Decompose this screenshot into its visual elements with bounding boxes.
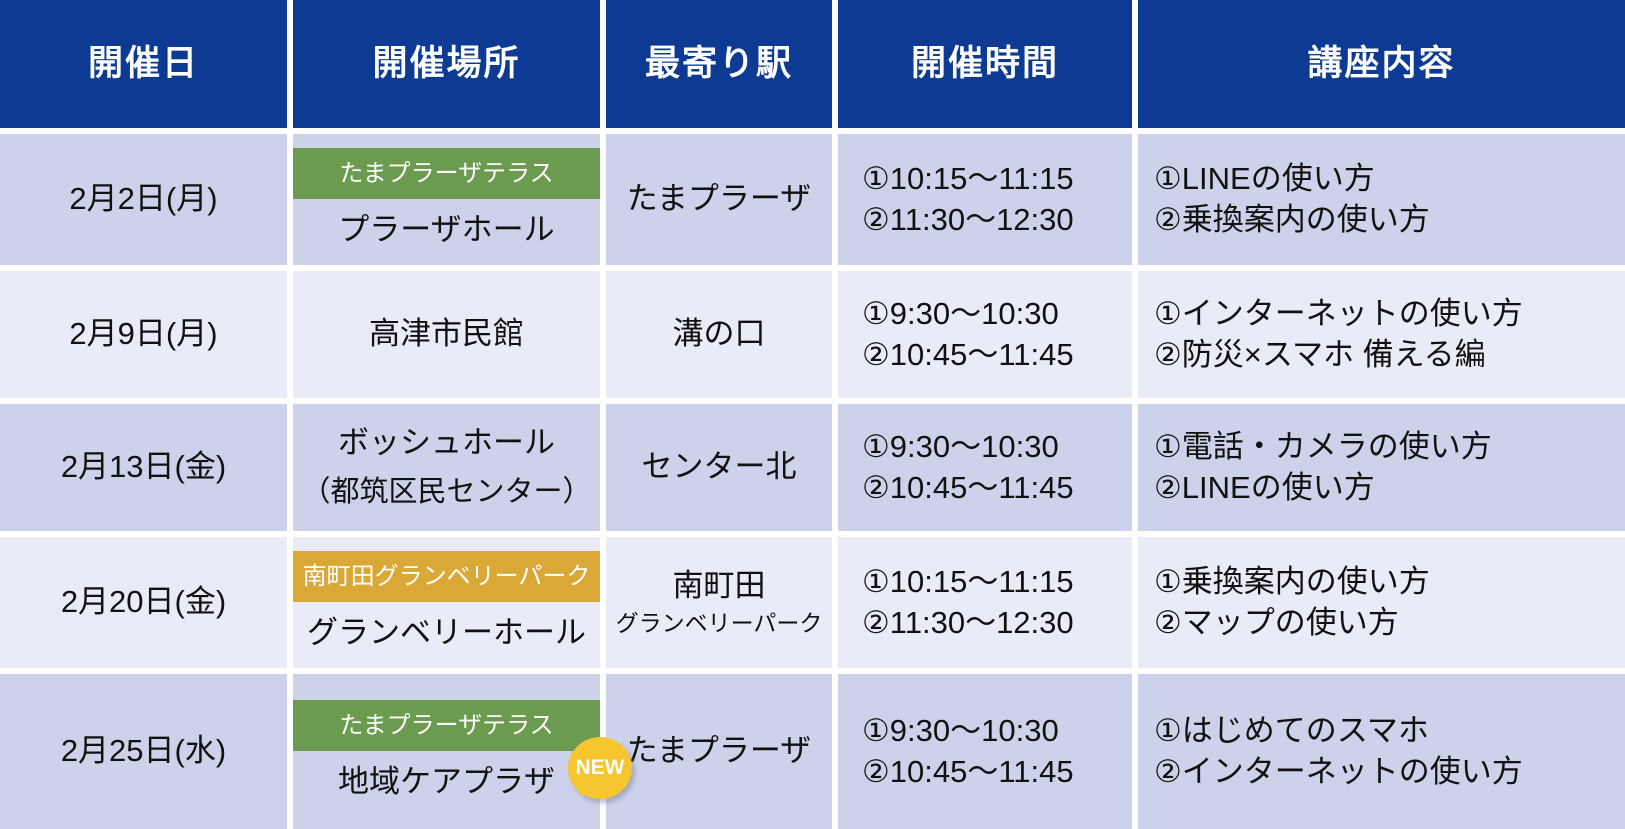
venue-cell: ボッシュホール （都筑区民センター） xyxy=(293,404,600,531)
content-cell: ①乗換案内の使い方 ②マップの使い方 xyxy=(1138,537,1625,668)
date-text: 2月25日(水) xyxy=(60,733,227,769)
date-cell: 2月9日(月) xyxy=(0,271,287,398)
venue-cell: 高津市民館 xyxy=(293,271,600,398)
time-slot-2: ②10:45～11:45 xyxy=(862,753,1074,789)
station-name: たまプラーザ xyxy=(626,181,812,217)
date-text: 2月2日(月) xyxy=(69,181,218,217)
time-slot-2: ②11:30～12:30 xyxy=(862,201,1074,237)
date-text: 2月20日(金) xyxy=(60,584,227,620)
course-topic-1: ①乗換案内の使い方 xyxy=(1154,564,1430,600)
course-topic-1: ①LINEの使い方 xyxy=(1154,161,1375,197)
time-cell: ①10:15～11:15 ②11:30～12:30 xyxy=(838,134,1132,265)
time-cell: ①10:15～11:15 ②11:30～12:30 xyxy=(838,537,1132,668)
course-topic-1: ①はじめてのスマホ xyxy=(1154,713,1429,749)
station-name: 溝の口 xyxy=(672,316,766,352)
date-text: 2月13日(金) xyxy=(60,449,227,485)
header-date: 開催日 xyxy=(0,0,287,128)
content-cell: ①電話・カメラの使い方 ②LINEの使い方 xyxy=(1138,404,1625,531)
venue-area-badge: たまプラーザテラス xyxy=(293,700,600,752)
station-cell: 溝の口 xyxy=(606,271,832,398)
time-slot-1: ①10:15～11:15 xyxy=(862,564,1074,600)
venue-area-badge: たまプラーザテラス xyxy=(293,148,600,200)
station-cell: 南町田 グランベリーパーク xyxy=(606,537,832,668)
course-topic-1: ①インターネットの使い方 xyxy=(1154,296,1523,332)
station-name: たまプラーザ xyxy=(626,733,812,769)
station-cell: たまプラーザ xyxy=(606,134,832,265)
date-cell: 2月2日(月) xyxy=(0,134,287,265)
date-cell: 2月25日(水) xyxy=(0,674,287,829)
time-slot-2: ②10:45～11:45 xyxy=(862,469,1074,505)
station-sub-name: グランベリーパーク xyxy=(615,609,823,636)
header-content: 講座内容 xyxy=(1138,0,1625,128)
time-cell: ①9:30～10:30 ②10:45～11:45 xyxy=(838,271,1132,398)
station-cell: センター北 xyxy=(606,404,832,531)
venue-cell: たまプラーザテラス プラーザホール xyxy=(293,134,600,265)
venue-name: ボッシュホール xyxy=(338,425,555,460)
date-cell: 2月13日(金) xyxy=(0,404,287,531)
venue-cell: 南町田グランベリーパーク グランベリーホール xyxy=(293,537,600,668)
venue-name: 高津市民館 xyxy=(369,316,524,352)
venue-name: グランベリーホール xyxy=(307,615,586,651)
course-topic-1: ①電話・カメラの使い方 xyxy=(1154,429,1492,465)
new-badge: NEW xyxy=(568,737,632,799)
time-slot-1: ①9:30～10:30 xyxy=(862,429,1059,465)
header-station: 最寄り駅 xyxy=(606,0,832,128)
time-cell: ①9:30～10:30 ②10:45～11:45 xyxy=(838,674,1132,829)
venue-cell: たまプラーザテラス 地域ケアプラザ NEW xyxy=(293,674,632,829)
time-cell: ①9:30～10:30 ②10:45～11:45 xyxy=(838,404,1132,531)
content-cell: ①LINEの使い方 ②乗換案内の使い方 xyxy=(1138,134,1625,265)
station-name: センター北 xyxy=(641,449,797,485)
station-cell: たまプラーザ xyxy=(606,674,832,829)
time-slot-1: ①10:15～11:15 xyxy=(862,161,1074,197)
course-topic-2: ②LINEの使い方 xyxy=(1154,469,1375,505)
header-venue: 開催場所 xyxy=(293,0,600,128)
venue-name: プラーザホール xyxy=(338,212,555,248)
venue-area-badge: 南町田グランベリーパーク xyxy=(293,551,600,603)
venue-sub-name: （都筑区民センター） xyxy=(301,476,592,509)
content-cell: ①はじめてのスマホ ②インターネットの使い方 xyxy=(1138,674,1625,829)
course-topic-2: ②マップの使い方 xyxy=(1154,604,1399,640)
time-slot-1: ①9:30～10:30 xyxy=(862,296,1059,332)
time-slot-2: ②11:30～12:30 xyxy=(862,604,1074,640)
time-slot-2: ②10:45～11:45 xyxy=(862,336,1074,372)
course-topic-2: ②インターネットの使い方 xyxy=(1154,753,1523,789)
new-badge-label: NEW xyxy=(575,756,625,780)
header-time: 開催時間 xyxy=(838,0,1132,128)
date-text: 2月9日(月) xyxy=(69,316,218,352)
station-name: 南町田 xyxy=(672,568,766,604)
course-topic-2: ②防災×スマホ 備える編 xyxy=(1154,336,1486,372)
course-topic-2: ②乗換案内の使い方 xyxy=(1154,201,1430,237)
venue-name: 地域ケアプラザ xyxy=(338,764,555,800)
time-slot-1: ①9:30～10:30 xyxy=(862,713,1059,749)
content-cell: ①インターネットの使い方 ②防災×スマホ 備える編 xyxy=(1138,271,1625,398)
date-cell: 2月20日(金) xyxy=(0,537,287,668)
